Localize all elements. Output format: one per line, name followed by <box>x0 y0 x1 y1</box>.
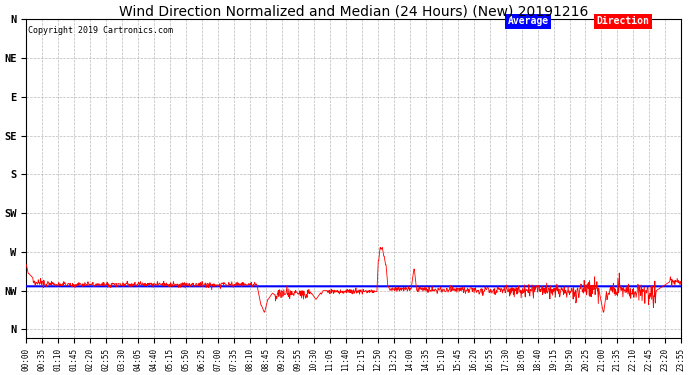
Text: Copyright 2019 Cartronics.com: Copyright 2019 Cartronics.com <box>28 26 172 35</box>
Title: Wind Direction Normalized and Median (24 Hours) (New) 20191216: Wind Direction Normalized and Median (24… <box>119 4 589 18</box>
Text: Direction: Direction <box>597 16 650 26</box>
Text: Average: Average <box>508 16 549 26</box>
